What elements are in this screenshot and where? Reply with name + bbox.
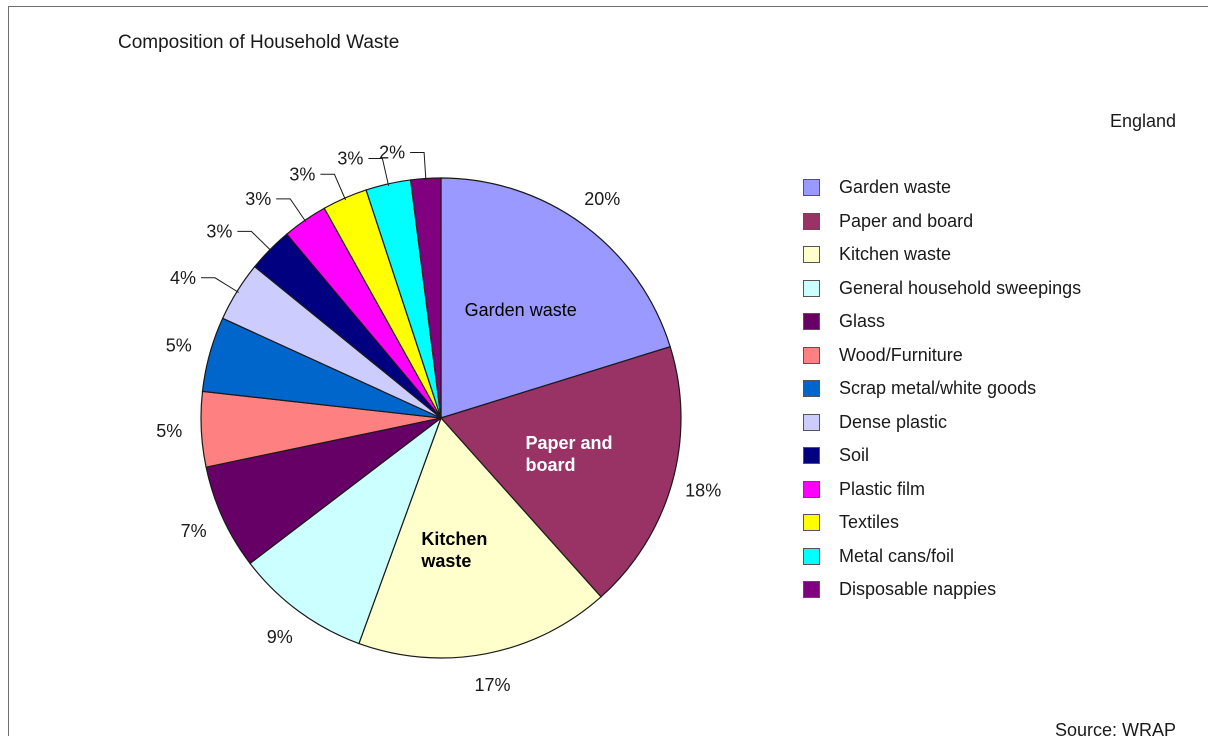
legend-swatch <box>803 547 820 565</box>
data-label: 3% <box>337 149 363 169</box>
leader-line <box>320 173 347 201</box>
legend-label: Scrap metal/white goods <box>839 378 1037 398</box>
legend-label: Kitchen waste <box>839 244 952 264</box>
slice-inner-label: Kitchen <box>421 529 487 549</box>
legend-swatch <box>803 447 820 464</box>
leader-line <box>201 277 240 293</box>
slice-inner-label: Garden waste <box>465 300 577 320</box>
legend-item: Disposable nappies <box>803 578 1081 612</box>
slice-inner-label: Paper and <box>526 433 613 453</box>
data-label: 18% <box>685 481 721 501</box>
data-label: 17% <box>474 675 510 695</box>
legend-item: Wood/Furniture <box>803 344 1081 378</box>
legend-swatch <box>803 346 820 364</box>
chart-frame <box>8 6 1208 736</box>
slice-inner-label: board <box>526 455 576 475</box>
source-note: Source: WRAP <box>1054 720 1176 740</box>
data-label: 3% <box>206 221 232 241</box>
pie-slice-general-household-sweepings <box>249 416 443 645</box>
legend: Garden waste Paper and board Kitchen waste… <box>803 176 1081 612</box>
pie-slice-garden-waste <box>440 177 671 419</box>
data-label: 9% <box>267 627 293 647</box>
legend-swatch <box>803 279 820 297</box>
legend-swatch <box>803 313 820 330</box>
legend-label: Dense plastic <box>839 411 948 432</box>
legend-swatch <box>803 413 820 431</box>
data-label: 3% <box>289 164 315 184</box>
data-label: 5% <box>156 421 182 441</box>
legend-label: Wood/Furniture <box>839 344 963 365</box>
legend-item: Plastic film <box>803 478 1081 512</box>
data-label: 7% <box>181 521 207 541</box>
data-label: 2% <box>379 143 405 163</box>
data-label: 3% <box>245 189 271 209</box>
pie-slice-paper-and-board <box>439 345 682 598</box>
legend-item: Soil <box>803 444 1081 478</box>
legend-swatch <box>803 480 820 498</box>
chart-subtitle: England <box>1109 111 1176 131</box>
legend-swatch <box>803 581 820 598</box>
data-label: 4% <box>170 268 196 288</box>
data-label: 20% <box>584 189 620 209</box>
legend-item: Kitchen waste <box>803 243 1081 277</box>
legend-label: Textiles <box>839 512 900 532</box>
legend-swatch <box>803 380 820 397</box>
legend-label: Soil <box>839 445 870 465</box>
legend-swatch <box>803 514 820 531</box>
legend-item: Dense plastic <box>803 411 1081 445</box>
leader-line <box>410 152 427 181</box>
legend-item: Metal cans/foil <box>803 545 1081 579</box>
slice-inner-label: waste <box>420 551 471 571</box>
chart-title: Composition of Household Waste <box>118 32 400 53</box>
leader-line <box>237 230 272 252</box>
data-label: 5% <box>166 336 192 356</box>
leader-line <box>368 158 390 186</box>
legend-swatch <box>803 246 820 263</box>
legend-label: Metal cans/foil <box>839 545 955 566</box>
legend-item: Garden waste <box>803 176 1081 210</box>
legend-item: Paper and board <box>803 210 1081 244</box>
legend-swatch <box>803 212 820 230</box>
legend-item: Glass <box>803 310 1081 344</box>
leader-line <box>276 198 307 223</box>
pie-slice-glass <box>205 417 442 565</box>
legend-label: Garden waste <box>839 177 952 197</box>
legend-item: Scrap metal/white goods <box>803 377 1081 411</box>
legend-label: Paper and board <box>839 210 974 231</box>
legend-item: General household sweepings <box>803 277 1081 311</box>
legend-item: Textiles <box>803 511 1081 545</box>
legend-swatch <box>803 179 820 196</box>
legend-label: Glass <box>839 311 886 331</box>
legend-label: Plastic film <box>839 478 926 499</box>
legend-label: General household sweepings <box>839 277 1082 298</box>
legend-label: Disposable nappies <box>839 579 997 599</box>
